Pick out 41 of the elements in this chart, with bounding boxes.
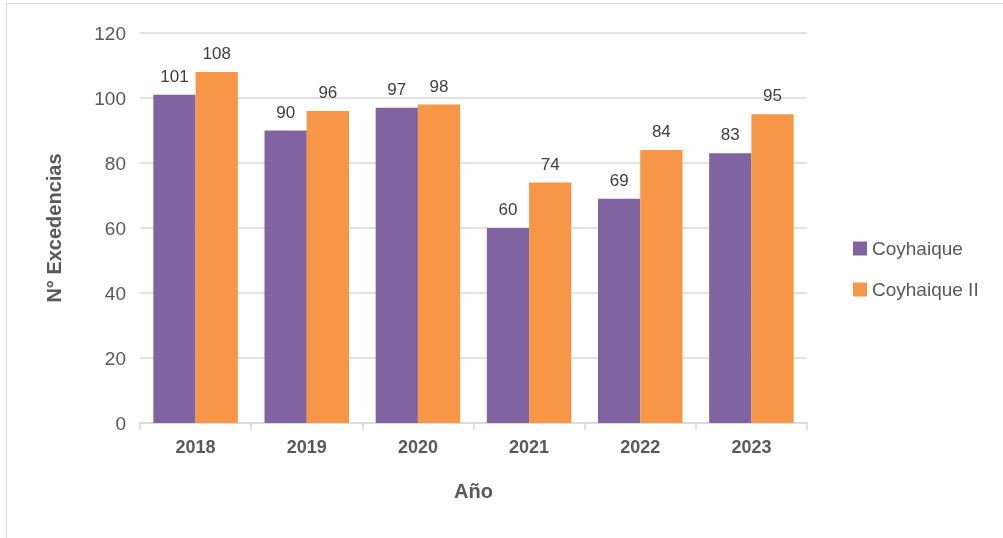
y-tick-label: 100 <box>94 87 126 109</box>
y-tick-label: 0 <box>115 412 126 434</box>
x-tick-label: 2021 <box>509 437 550 457</box>
bar <box>529 182 572 423</box>
x-tick-label: 2020 <box>397 437 438 457</box>
x-tick-label: 2022 <box>620 437 661 457</box>
y-tick-label: 120 <box>94 22 126 44</box>
data-label: 83 <box>720 125 740 145</box>
bar <box>751 114 794 423</box>
data-label: 96 <box>318 83 338 102</box>
data-label: 90 <box>276 102 296 122</box>
data-label: 60 <box>498 200 518 219</box>
x-tick-label: 2019 <box>286 437 327 457</box>
legend-label: Coyhaique <box>872 238 963 259</box>
bar <box>375 107 418 423</box>
bar <box>598 198 641 423</box>
bar <box>306 111 349 423</box>
y-tick-label: 20 <box>104 347 126 369</box>
data-label: 101 <box>160 66 189 86</box>
data-label: 69 <box>609 170 629 190</box>
y-tick-label: 60 <box>104 217 126 239</box>
bar <box>417 104 461 423</box>
y-tick-label: 80 <box>104 152 126 174</box>
data-label: 108 <box>202 44 231 63</box>
bar <box>153 94 196 423</box>
bar <box>709 153 752 423</box>
data-label: 98 <box>429 76 449 96</box>
data-label: 95 <box>763 86 782 106</box>
x-axis-title: Año <box>454 480 493 502</box>
data-label: 97 <box>387 79 407 99</box>
y-tick-label: 40 <box>104 282 126 304</box>
bar <box>640 150 683 423</box>
legend-label: Coyhaique II <box>872 279 979 300</box>
data-label: 84 <box>651 122 671 141</box>
y-axis-title: N° Excedencias <box>43 153 65 303</box>
data-label: 74 <box>540 154 560 174</box>
x-tick-label: 2018 <box>175 437 216 457</box>
bar <box>486 228 530 423</box>
bar <box>264 130 307 423</box>
x-tick-label: 2023 <box>731 437 772 457</box>
bar <box>195 72 238 423</box>
